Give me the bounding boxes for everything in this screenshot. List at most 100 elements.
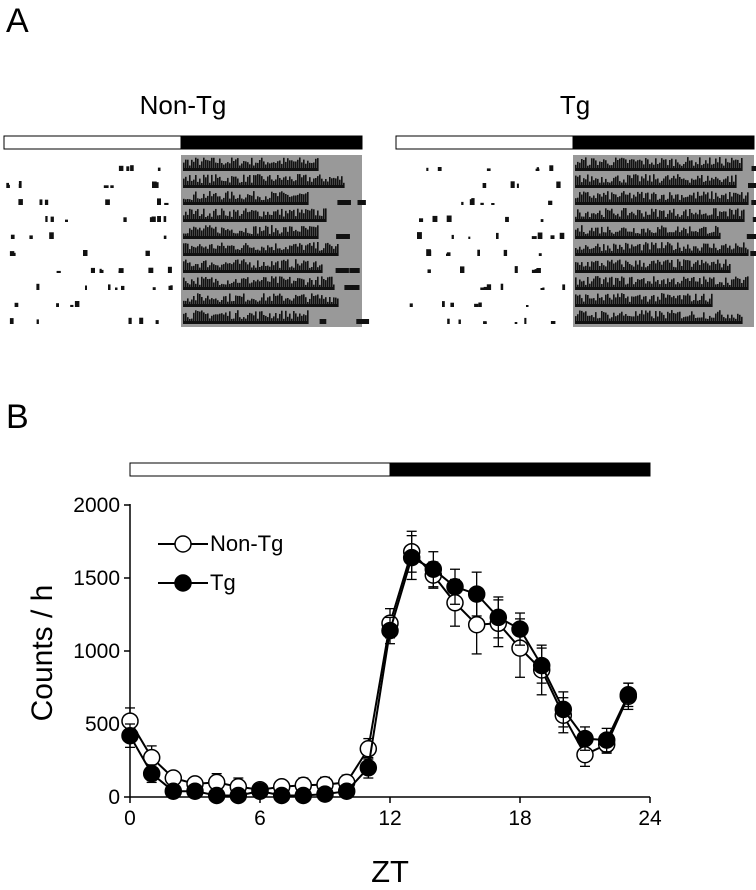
activity-mark: [743, 279, 745, 290]
x-tick-label: 18: [508, 807, 531, 830]
activity-mark: [285, 247, 287, 256]
activity-mark: [299, 157, 301, 171]
activity-mark: [335, 246, 337, 256]
activity-mark: [695, 179, 697, 188]
activity-mark: [251, 247, 253, 256]
activity-mark: [209, 191, 211, 205]
activity-mark: [643, 228, 645, 239]
data-point: [532, 656, 551, 675]
activity-mark: [251, 282, 253, 290]
activity-mark: [548, 200, 553, 205]
activity-mark: [245, 262, 247, 273]
activity-mark: [709, 277, 711, 290]
activity-mark: [251, 313, 253, 324]
activity-mark: [295, 313, 297, 324]
activity-mark: [275, 262, 277, 273]
activity-mark: [225, 296, 227, 307]
activity-mark: [235, 249, 237, 256]
activity-mark: [619, 196, 621, 205]
activity-mark: [337, 244, 339, 256]
activity-mark: [601, 263, 603, 273]
activity-mark: [193, 312, 195, 324]
activity-mark: [733, 248, 735, 256]
activity-mark: [249, 262, 251, 273]
activity-mark: [715, 225, 717, 239]
activity-mark: [243, 293, 245, 307]
activity-mark: [319, 319, 327, 324]
activity-mark: [633, 159, 635, 171]
activity-mark: [689, 209, 691, 222]
activity-mark: [211, 196, 213, 205]
activity-mark: [265, 315, 267, 324]
activity-mark: [705, 300, 707, 307]
activity-mark: [611, 317, 613, 324]
activity-mark: [605, 266, 607, 273]
activity-mark: [691, 178, 693, 188]
activity-mark: [249, 195, 251, 205]
activity-mark: [14, 302, 19, 307]
activity-mark: [741, 316, 743, 324]
activity-mark: [213, 157, 215, 171]
activity-mark: [315, 248, 317, 256]
activity-mark: [227, 229, 229, 239]
activity-mark: [217, 245, 219, 256]
activity-mark: [185, 243, 187, 256]
activity-mark: [526, 305, 529, 307]
activity-mark: [657, 227, 659, 239]
activity-mark: [281, 232, 283, 239]
activity-mark: [717, 178, 719, 188]
data-point: [121, 726, 139, 745]
activity-mark: [217, 280, 219, 290]
activity-mark: [193, 179, 195, 188]
activity-mark: [605, 208, 607, 222]
activity-mark: [255, 175, 257, 188]
activity-mark: [187, 298, 189, 307]
activity-mark: [721, 194, 723, 205]
activity-mark: [271, 300, 273, 307]
activity-mark: [183, 313, 185, 324]
activity-mark: [647, 192, 649, 205]
activity-mark: [313, 178, 315, 188]
activity-mark: [617, 248, 619, 256]
activity-mark: [593, 247, 595, 256]
activity-mark: [293, 209, 295, 222]
activity-mark: [319, 174, 321, 188]
activity-mark: [215, 226, 217, 239]
activity-mark: [303, 279, 305, 290]
activity-mark: [623, 191, 625, 205]
activity-mark: [283, 157, 285, 171]
activity-mark: [673, 313, 675, 324]
actogram-dark-bar: [572, 135, 755, 150]
activity-mark: [579, 310, 581, 324]
activity-mark: [673, 266, 675, 273]
activity-mark: [191, 266, 193, 273]
activity-mark: [287, 279, 289, 290]
activity-mark: [689, 315, 691, 324]
activity-mark: [663, 279, 665, 290]
activity-mark: [213, 193, 215, 205]
activity-mark: [603, 232, 605, 239]
activity-mark: [446, 253, 449, 256]
activity-mark: [187, 283, 189, 290]
activity-mark: [727, 162, 729, 171]
activity-mark: [639, 244, 641, 256]
activity-mark: [655, 242, 657, 256]
activity-mark: [297, 194, 299, 205]
activity-mark: [721, 282, 723, 290]
activity-mark: [267, 245, 269, 256]
activity-mark: [593, 278, 595, 290]
activity-mark: [575, 248, 577, 256]
activity-mark: [221, 283, 223, 290]
activity-mark: [207, 313, 209, 324]
activity-mark: [699, 228, 701, 239]
activity-mark: [669, 243, 671, 256]
activity-mark: [647, 281, 649, 290]
activity-mark: [731, 249, 733, 256]
activity-mark: [601, 311, 603, 324]
activity-mark: [211, 277, 213, 290]
activity-mark: [739, 314, 741, 324]
activity-mark: [273, 162, 275, 171]
activity-mark: [189, 175, 191, 188]
activity-mark: [643, 278, 645, 290]
activity-mark: [271, 261, 273, 273]
